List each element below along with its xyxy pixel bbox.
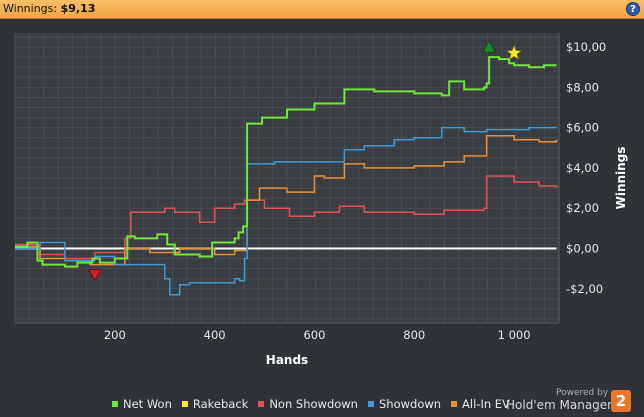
- series-line-non-showdown: [15, 175, 558, 260]
- winnings-value: $9,13: [60, 2, 96, 15]
- brand-logo-badge: 2: [611, 390, 631, 412]
- series-line-net-won: [15, 56, 557, 268]
- legend-item: Net Won: [112, 397, 172, 411]
- brand-name: Hold'em Manager: [506, 398, 613, 412]
- x-tick-label: 800: [403, 328, 425, 342]
- x-tick-label: 400: [204, 328, 226, 342]
- help-icon[interactable]: ?: [626, 2, 640, 16]
- legend-swatch: [181, 401, 188, 407]
- marker-highest-point: [482, 40, 496, 53]
- legend-swatch: [112, 401, 118, 407]
- legend-swatch: [451, 401, 458, 407]
- powered-by-label: Powered by: [556, 388, 609, 398]
- legend-item: Non Showdown: [258, 397, 358, 411]
- legend-label: Net Won: [123, 397, 172, 411]
- y-tick-label: $6,00: [566, 121, 599, 135]
- legend-item: Showdown: [367, 397, 442, 411]
- x-axis-title: Hands: [266, 353, 308, 367]
- series-layer: [15, 56, 558, 296]
- marker-lowest-point: [88, 269, 102, 282]
- y-tick-label: $0,00: [566, 241, 599, 255]
- legend-item: Rakeback: [181, 397, 249, 411]
- y-tick-label: $10,00: [566, 40, 606, 54]
- winnings-label: Winnings:: [3, 2, 58, 15]
- legend-label: Showdown: [378, 397, 442, 411]
- winnings-chart: -$2,00 $0,00 $2,00 $4,00 $6,00 $8,00 $10,00 20…: [14, 33, 628, 367]
- y-axis-title: Winnings: [614, 147, 628, 210]
- y-tick-label: $4,00: [566, 161, 599, 175]
- y-tick-label: $2,00: [566, 201, 599, 215]
- x-tick-label: 200: [104, 328, 126, 342]
- y-ticks: -$2,00 $0,00 $2,00 $4,00 $6,00 $8,00 $10,00: [566, 40, 606, 296]
- legend-swatch: [367, 401, 374, 407]
- legend-label: Non Showdown: [269, 397, 358, 411]
- y-tick-label: $8,00: [566, 80, 599, 94]
- x-tick-label: 600: [303, 328, 325, 342]
- y-tick-label: -$2,00: [566, 282, 603, 296]
- x-ticks: 200 400 600 800 1 000: [104, 328, 531, 342]
- header-bar: Winnings: $9,13 ?: [0, 0, 644, 19]
- marker-star: [506, 45, 522, 60]
- marker-layer: [88, 40, 522, 282]
- legend-swatch: [258, 401, 265, 407]
- legend: Net Won Rakeback Non Showdown Showdown All-I…: [112, 397, 520, 411]
- series-line-all-in-ev: [15, 134, 558, 266]
- x-tick-label: 1 000: [498, 328, 531, 342]
- winnings-summary: Winnings: $9,13: [3, 2, 95, 15]
- legend-label: All-In EV: [462, 397, 510, 411]
- legend-item: All-In EV: [451, 397, 510, 411]
- legend-label: Rakeback: [192, 397, 249, 411]
- grid-lines: [14, 33, 560, 324]
